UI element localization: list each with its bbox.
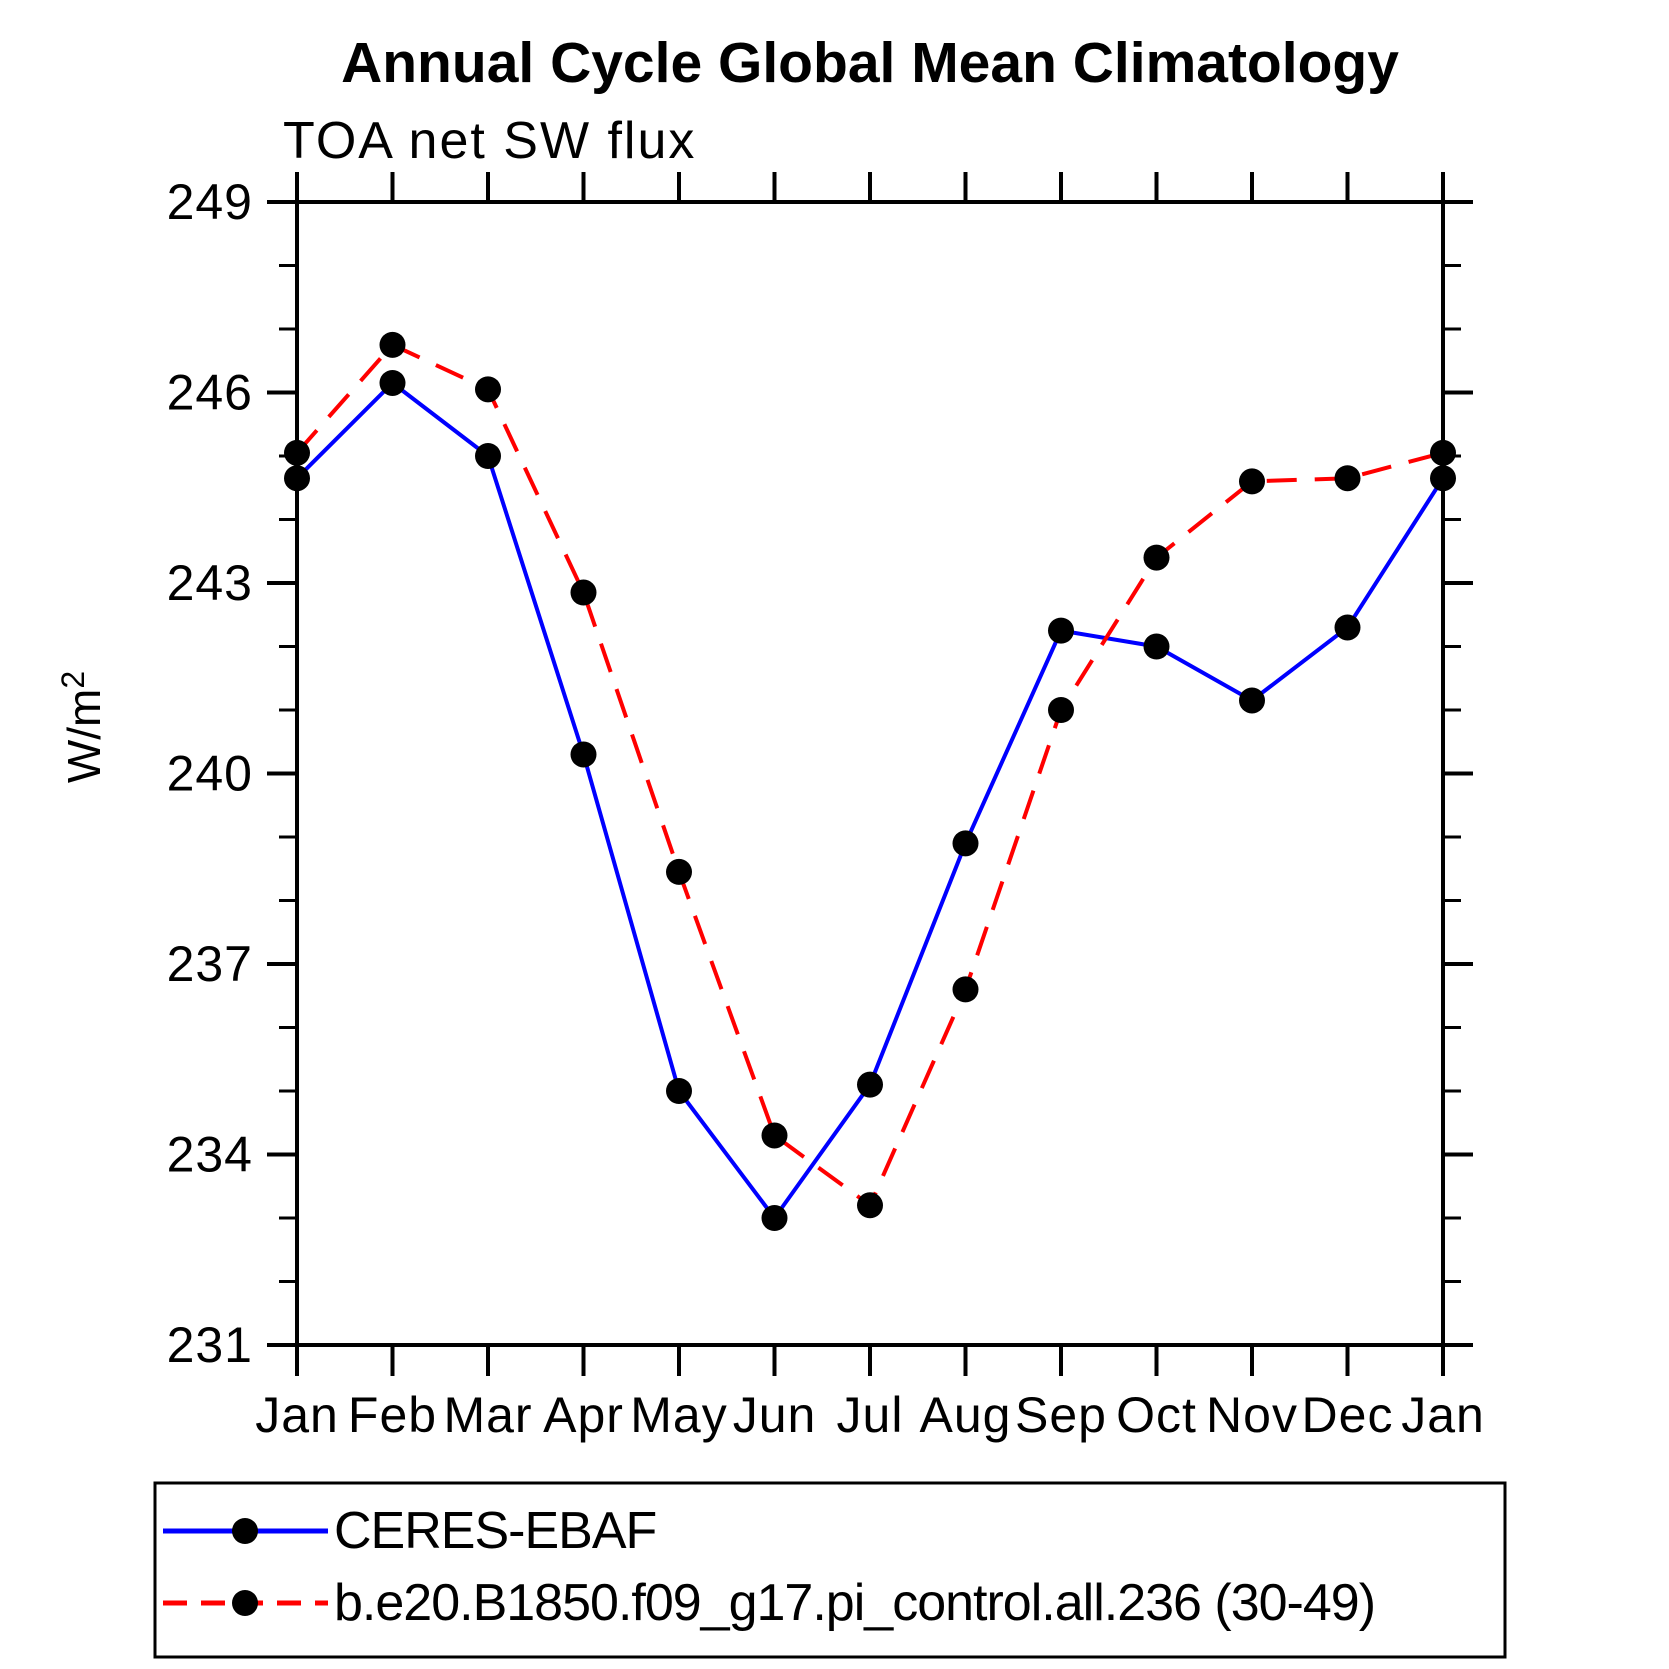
data-point [475,376,501,403]
data-point [1430,465,1456,492]
data-point [1239,687,1265,714]
y-tick-label: 243 [167,555,253,611]
data-point [1143,633,1170,660]
legend-label: b.e20.B1850.f09_g17.pi_control.all.236 (… [334,1574,1375,1632]
data-point [1239,468,1265,495]
legend-marker [232,1590,258,1616]
plot-frame [295,200,1445,1347]
x-tick-label: Oct [1116,1387,1197,1443]
data-point [1430,439,1456,466]
legend-label: CERES-EBAF [334,1502,656,1560]
legend-box [153,1481,1507,1659]
data-point [952,830,979,857]
y-axis-label: W/m2 [55,671,110,783]
x-tick-label: Apr [543,1387,624,1443]
x-tick-label: Aug [920,1387,1012,1443]
data-point [952,976,979,1003]
data-point [1048,697,1074,723]
data-point [284,465,310,492]
x-tick-label: Mar [443,1387,532,1443]
y-tick-label: 246 [167,365,253,421]
data-point [1143,544,1170,571]
data-point [1048,617,1074,644]
chart-title: Annual Cycle Global Mean Climatology [341,31,1399,95]
x-tick-label: Jun [733,1387,817,1443]
data-point [475,443,501,469]
data-point [284,439,310,466]
data-point [570,579,597,606]
legend-marker [232,1518,258,1544]
data-point [379,369,406,396]
x-tick-label: Feb [348,1387,437,1443]
data-point [1334,465,1361,492]
data-point [570,741,597,768]
data-point [857,1071,883,1098]
data-point [666,858,692,885]
y-tick-label: 240 [167,746,253,802]
chart-subtitle: TOA net SW flux [283,112,696,170]
y-tick-label: 237 [167,936,253,992]
data-point [1334,614,1361,641]
x-tick-label: Dec [1302,1387,1394,1443]
x-tick-label: Nov [1206,1387,1298,1443]
x-tick-label: May [630,1387,727,1443]
y-tick-label: 249 [167,174,253,230]
data-point [666,1078,692,1104]
x-tick-label: Jan [1401,1387,1485,1443]
data-point [761,1205,788,1231]
y-tick-label: 231 [167,1317,253,1373]
x-tick-label: Jan [255,1387,339,1443]
data-point [379,331,406,358]
data-point [857,1192,883,1219]
x-tick-label: Sep [1015,1387,1107,1443]
x-tick-label: Jul [837,1387,904,1443]
y-tick-label: 234 [167,1127,253,1183]
data-point [761,1122,788,1149]
